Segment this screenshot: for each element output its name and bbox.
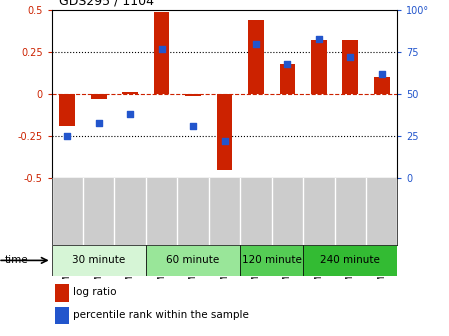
- Text: 60 minute: 60 minute: [167, 255, 220, 265]
- Text: time: time: [4, 255, 28, 265]
- Bar: [55, 306, 69, 324]
- Point: [347, 54, 354, 60]
- Bar: [279, 64, 295, 94]
- Point: [315, 36, 322, 41]
- Text: percentile rank within the sample: percentile rank within the sample: [73, 310, 249, 320]
- Bar: [303, 245, 397, 276]
- Point: [284, 61, 291, 67]
- Bar: [122, 92, 138, 94]
- Text: 240 minute: 240 minute: [320, 255, 380, 265]
- Bar: [91, 94, 107, 99]
- Point: [252, 41, 260, 46]
- Point: [127, 112, 134, 117]
- Point: [189, 123, 197, 129]
- Point: [64, 133, 71, 139]
- Text: 30 minute: 30 minute: [72, 255, 125, 265]
- Bar: [248, 20, 264, 94]
- Point: [95, 120, 102, 125]
- Text: log ratio: log ratio: [73, 288, 117, 297]
- Point: [378, 71, 385, 77]
- Bar: [52, 245, 146, 276]
- Point: [158, 46, 165, 51]
- Bar: [217, 94, 233, 170]
- Bar: [311, 40, 327, 94]
- Bar: [374, 77, 390, 94]
- Bar: [240, 245, 303, 276]
- Bar: [154, 12, 170, 94]
- Bar: [55, 284, 69, 302]
- Bar: [146, 245, 240, 276]
- Bar: [59, 94, 75, 126]
- Point: [221, 138, 228, 144]
- Text: GDS295 / 1104: GDS295 / 1104: [58, 0, 154, 7]
- Bar: [343, 40, 358, 94]
- Bar: [185, 94, 201, 96]
- Text: 120 minute: 120 minute: [242, 255, 302, 265]
